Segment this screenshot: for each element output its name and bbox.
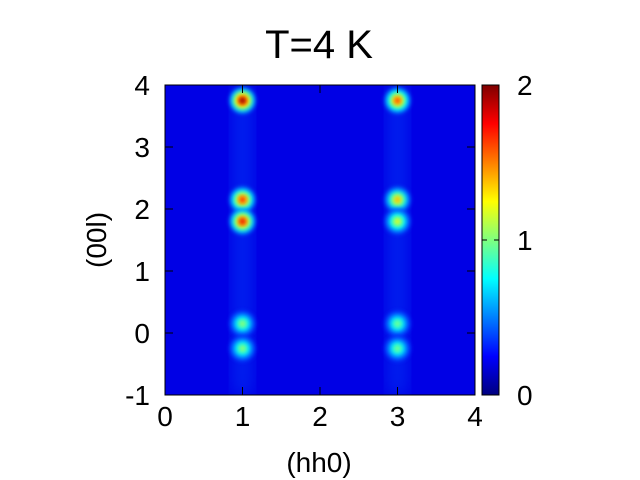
x-tick-label: 2: [312, 401, 328, 432]
x-tick-label: 3: [390, 401, 406, 432]
colorbar-tick-label: 1: [517, 225, 533, 256]
y-tick-label: 0: [134, 318, 150, 349]
plot-area: [165, 85, 475, 395]
peak: [229, 87, 256, 114]
y-tick-label: -1: [125, 380, 150, 411]
y-tick-label: 1: [134, 256, 150, 287]
peak: [384, 208, 411, 235]
peak: [384, 310, 411, 337]
chart-title: T=4 K: [265, 23, 373, 67]
peak-halo: [394, 97, 401, 104]
colorbar-tick-label: 0: [517, 380, 533, 411]
x-tick-label: 4: [467, 401, 483, 432]
x-axis-label: (hh0): [286, 447, 351, 478]
colorbar-tick-label: 2: [517, 70, 533, 101]
bragg-peaks: [229, 87, 411, 362]
x-axis: 0 1 2 3 4: [157, 85, 483, 432]
y-tick-label: 3: [134, 132, 150, 163]
peak-halo: [239, 320, 246, 327]
peak: [229, 310, 256, 337]
y-tick-label: 4: [134, 70, 150, 101]
peak: [229, 186, 256, 213]
peak-halo: [394, 320, 401, 327]
peak-halo: [394, 196, 401, 203]
y-axis-label: (00l): [81, 212, 112, 268]
heatmap-background: [165, 85, 475, 395]
y-tick-label: 2: [134, 194, 150, 225]
peak: [384, 186, 411, 213]
x-tick-label: 1: [235, 401, 251, 432]
peak-halo: [239, 345, 246, 352]
peak: [229, 335, 256, 362]
peak: [229, 208, 256, 235]
peak-halo: [394, 345, 401, 352]
peak-halo: [239, 218, 246, 225]
peak-halo: [394, 218, 401, 225]
peak-halo: [239, 97, 246, 104]
peak: [384, 87, 411, 114]
peak: [384, 335, 411, 362]
x-tick-label: 0: [157, 401, 173, 432]
peak-halo: [239, 196, 246, 203]
y-axis: -1 0 1 2 3 4: [125, 70, 475, 411]
colorbar-ticks: 0 1 2: [482, 70, 533, 411]
